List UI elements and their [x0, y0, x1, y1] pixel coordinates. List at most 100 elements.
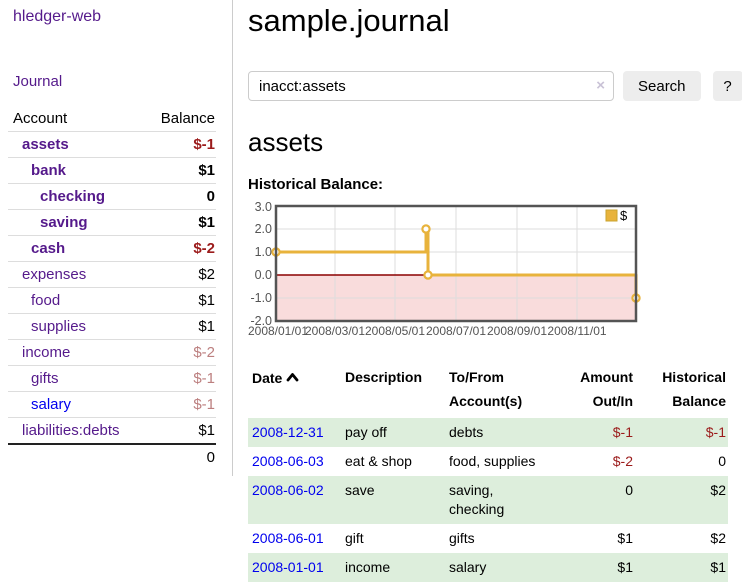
x-axis-ticks: 2008/01/01 2008/03/01 2008/05/01 2008/07…	[248, 324, 607, 338]
account-link-income[interactable]: income	[22, 344, 71, 361]
register-row: 2008-12-31 pay off debts $-1 $-1	[248, 418, 728, 447]
column-header-historical-balance: Historical Balance	[662, 369, 726, 409]
account-balance: $-1	[193, 136, 215, 153]
transaction-amount: $-1	[549, 418, 635, 447]
account-balance: $-1	[143, 391, 216, 418]
transaction-amount: $1	[549, 553, 635, 582]
sort-ascending-icon	[286, 365, 299, 389]
account-link-cash[interactable]: cash	[31, 240, 66, 257]
clear-search-icon[interactable]: ×	[596, 77, 605, 94]
search-form: × Search ?	[248, 71, 742, 101]
account-row: gifts $-1	[8, 365, 216, 392]
account-link-assets[interactable]: assets	[22, 136, 69, 153]
svg-text:2008/09/01: 2008/09/01	[487, 324, 547, 338]
transaction-balance: $1	[635, 553, 728, 582]
account-row: food $1	[8, 287, 216, 314]
register-header-row: Date Description To/From Account(s) Amou…	[248, 363, 728, 418]
account-link-saving[interactable]: saving	[40, 214, 88, 231]
transaction-accounts: food, supplies	[449, 453, 536, 469]
transaction-amount: $1	[617, 530, 633, 546]
account-link-food[interactable]: food	[31, 292, 61, 309]
transaction-date-link[interactable]: 2008-12-31	[252, 424, 324, 440]
account-balance: $1	[143, 209, 216, 236]
transaction-description: eat & shop	[345, 453, 412, 469]
transaction-balance: 0	[718, 453, 726, 469]
transaction-balance: $2	[710, 530, 726, 546]
transaction-balance: $2	[635, 476, 728, 524]
legend-label: $	[620, 208, 628, 223]
transaction-date-link[interactable]: 2008-06-03	[252, 453, 324, 469]
account-row: cash $-2	[8, 235, 216, 262]
svg-text:2008/11/01: 2008/11/01	[547, 324, 606, 338]
svg-text:1.0: 1.0	[255, 245, 272, 259]
accounts-total: 0	[143, 443, 216, 470]
register-row: 2008-06-01 gift gifts $1 $2	[248, 524, 728, 553]
account-row: salary $-1	[8, 391, 216, 418]
svg-text:-2.0: -2.0	[250, 314, 272, 328]
legend-swatch	[605, 209, 618, 222]
register-table: Date Description To/From Account(s) Amou…	[248, 363, 728, 582]
account-balance: $1	[143, 417, 216, 444]
account-link-checking[interactable]: checking	[40, 188, 106, 205]
account-row: bank $1	[8, 157, 216, 184]
search-input[interactable]	[248, 71, 614, 101]
account-row: expenses $2	[8, 261, 216, 288]
account-balance: $1	[143, 157, 216, 184]
account-balance: 0	[143, 183, 216, 210]
transaction-accounts: salary	[449, 553, 549, 582]
svg-text:2008/05/01: 2008/05/01	[365, 324, 425, 338]
account-row: assets $-1	[8, 132, 216, 158]
transaction-description: save	[345, 476, 449, 524]
sidebar: hledger-web Journal Account Balance asse…	[0, 0, 233, 476]
svg-text:2008/01/01: 2008/01/01	[248, 324, 308, 338]
account-balance: $1	[143, 287, 216, 314]
account-link-salary[interactable]: salary	[31, 396, 72, 413]
help-button[interactable]: ?	[712, 71, 742, 101]
column-header-tofrom: To/From Account(s)	[449, 369, 523, 409]
account-link-bank[interactable]: bank	[31, 162, 67, 179]
svg-text:3.0: 3.0	[255, 202, 272, 214]
transaction-balance: $-1	[635, 418, 728, 447]
plot-border	[274, 204, 638, 323]
transaction-date-link[interactable]: 2008-06-01	[252, 530, 324, 546]
accounts-header-row: Account Balance	[8, 106, 216, 132]
transaction-description: income	[345, 553, 449, 582]
transaction-date-link[interactable]: 2008-01-01	[252, 559, 324, 575]
transaction-description: gift	[345, 530, 364, 546]
column-header-amount: Amount Out/In	[580, 369, 633, 409]
column-header-description: Description	[345, 369, 423, 385]
chart-canvas: $ 3.0 2.0 1.0 0.0 -1.0 -2.0 2008/01/01 2…	[248, 202, 641, 338]
transaction-date-link[interactable]: 2008-06-02	[252, 482, 324, 498]
main-content: sample.journal × Search ? assets Histori…	[233, 0, 742, 582]
account-row: income $-2	[8, 339, 216, 366]
accounts-header-balance: Balance	[143, 106, 216, 132]
historical-balance-chart: $ 3.0 2.0 1.0 0.0 -1.0 -2.0 2008/01/01 2…	[248, 202, 742, 342]
transaction-amount: $-2	[612, 453, 633, 469]
svg-text:2008/03/01: 2008/03/01	[305, 324, 365, 338]
account-row: saving $1	[8, 209, 216, 236]
account-balance: $-2	[143, 235, 216, 262]
search-button[interactable]: Search	[623, 71, 701, 101]
account-link-liabilities-debts[interactable]: liabilities:debts	[22, 422, 120, 439]
accounts-header-account: Account	[8, 106, 144, 132]
register-row: 2008-06-03 eat & shop food, supplies $-2…	[248, 447, 728, 476]
transaction-description: pay off	[345, 418, 449, 447]
y-axis-ticks: 3.0 2.0 1.0 0.0 -1.0 -2.0	[250, 202, 272, 328]
account-row: checking 0	[8, 183, 216, 210]
chart-title: Historical Balance:	[248, 176, 384, 193]
account-row: supplies $1	[8, 313, 216, 340]
account-link-supplies[interactable]: supplies	[31, 318, 87, 335]
brand-link[interactable]: hledger-web	[13, 8, 102, 25]
transaction-amount: 0	[549, 476, 635, 524]
accounts-table: Account Balance assets $-1 bank $1 check…	[8, 106, 216, 470]
sidebar-item-journal[interactable]: Journal	[13, 73, 63, 90]
account-link-gifts[interactable]: gifts	[31, 370, 59, 387]
account-balance: $-1	[143, 365, 216, 392]
account-balance: $-2	[143, 339, 216, 366]
column-header-date[interactable]: Date	[248, 363, 345, 418]
account-link-expenses[interactable]: expenses	[22, 266, 87, 283]
transaction-accounts: debts	[449, 418, 549, 447]
svg-text:2008/07/01: 2008/07/01	[426, 324, 486, 338]
account-balance: $2	[143, 261, 216, 288]
transaction-accounts: saving, checking	[449, 476, 549, 524]
